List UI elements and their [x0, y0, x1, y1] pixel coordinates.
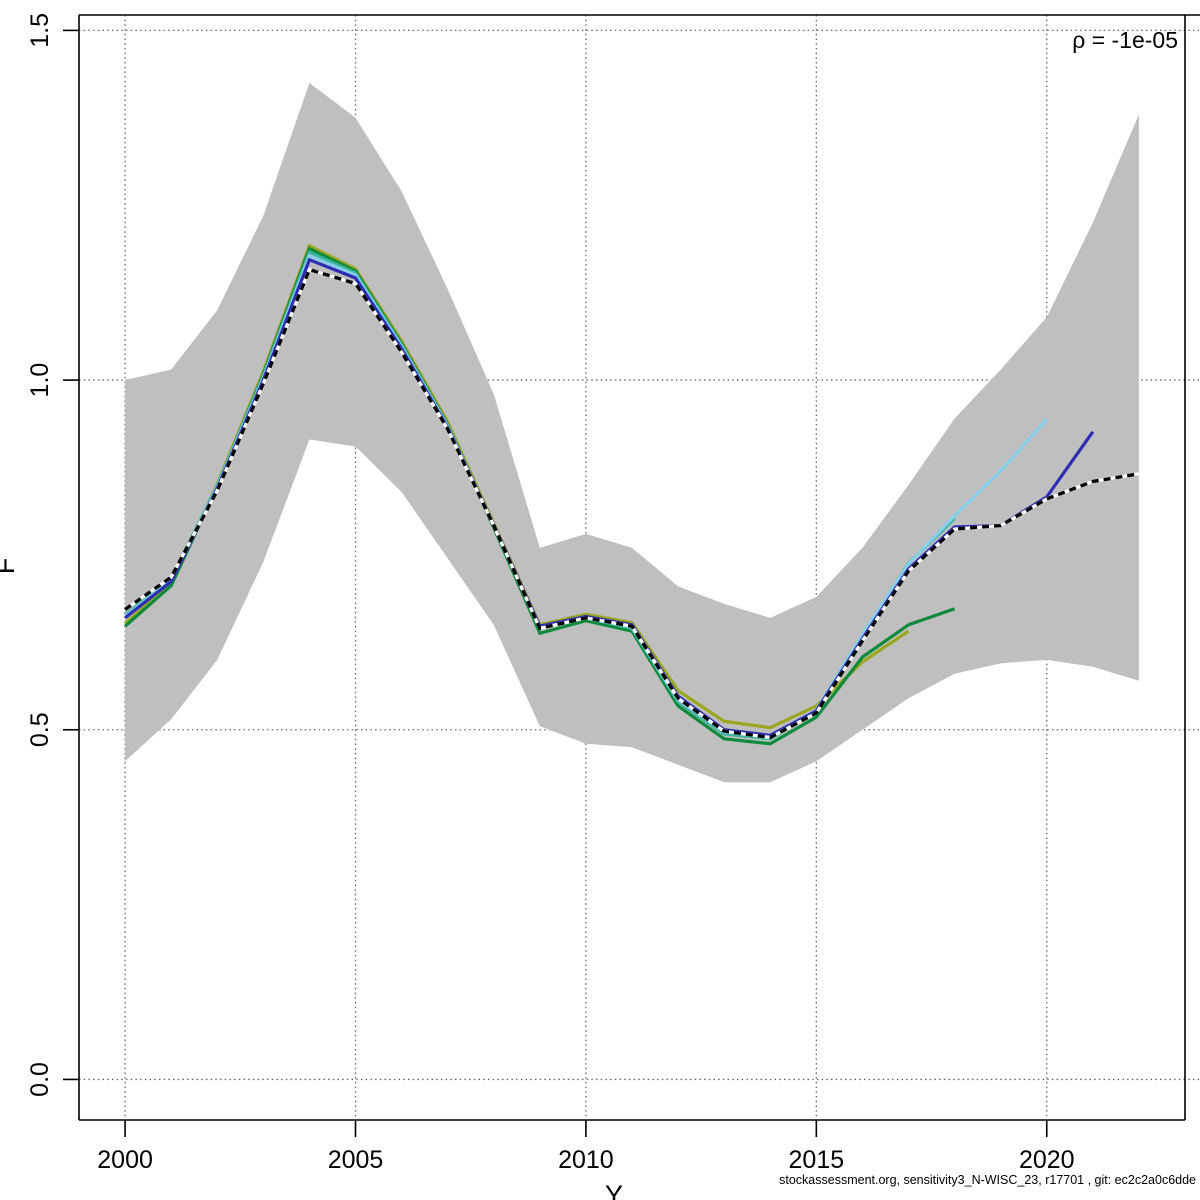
- y-tick-label-0.0: 0.0: [26, 1062, 54, 1097]
- y-tick-label-0.5: 0.5: [26, 712, 54, 747]
- x-tick-label-2015: 2015: [789, 1146, 845, 1174]
- x-tick-label-2000: 2000: [97, 1146, 153, 1174]
- plot-box: [78, 14, 1200, 1121]
- axis-ticks: 0.0 0.5 1.0 1.5 2000 2005 2010 2015 2020: [26, 13, 1075, 1174]
- footer-credit: stockassessment.org, sensitivity3_N-WISC…: [779, 1173, 1196, 1187]
- y-tick-label-1.5: 1.5: [26, 13, 54, 48]
- x-tick-label-2005: 2005: [328, 1146, 384, 1174]
- x-tick-label-2010: 2010: [558, 1146, 614, 1174]
- series-base-assessment-overlay: [124, 267, 1140, 740]
- y-tick-label-1.0: 1.0: [26, 363, 54, 398]
- axis-frame: [78, 14, 1200, 1121]
- x-tick-label-2020: 2020: [1019, 1146, 1075, 1174]
- y-axis-title: F: [0, 558, 20, 575]
- confidence-band: [125, 82, 1139, 783]
- series-group: [124, 243, 1140, 746]
- confidence-band-path: [125, 82, 1139, 783]
- rho-annotation: ρ = -1e-05: [1072, 27, 1178, 53]
- x-axis-title: Y: [605, 1180, 623, 1200]
